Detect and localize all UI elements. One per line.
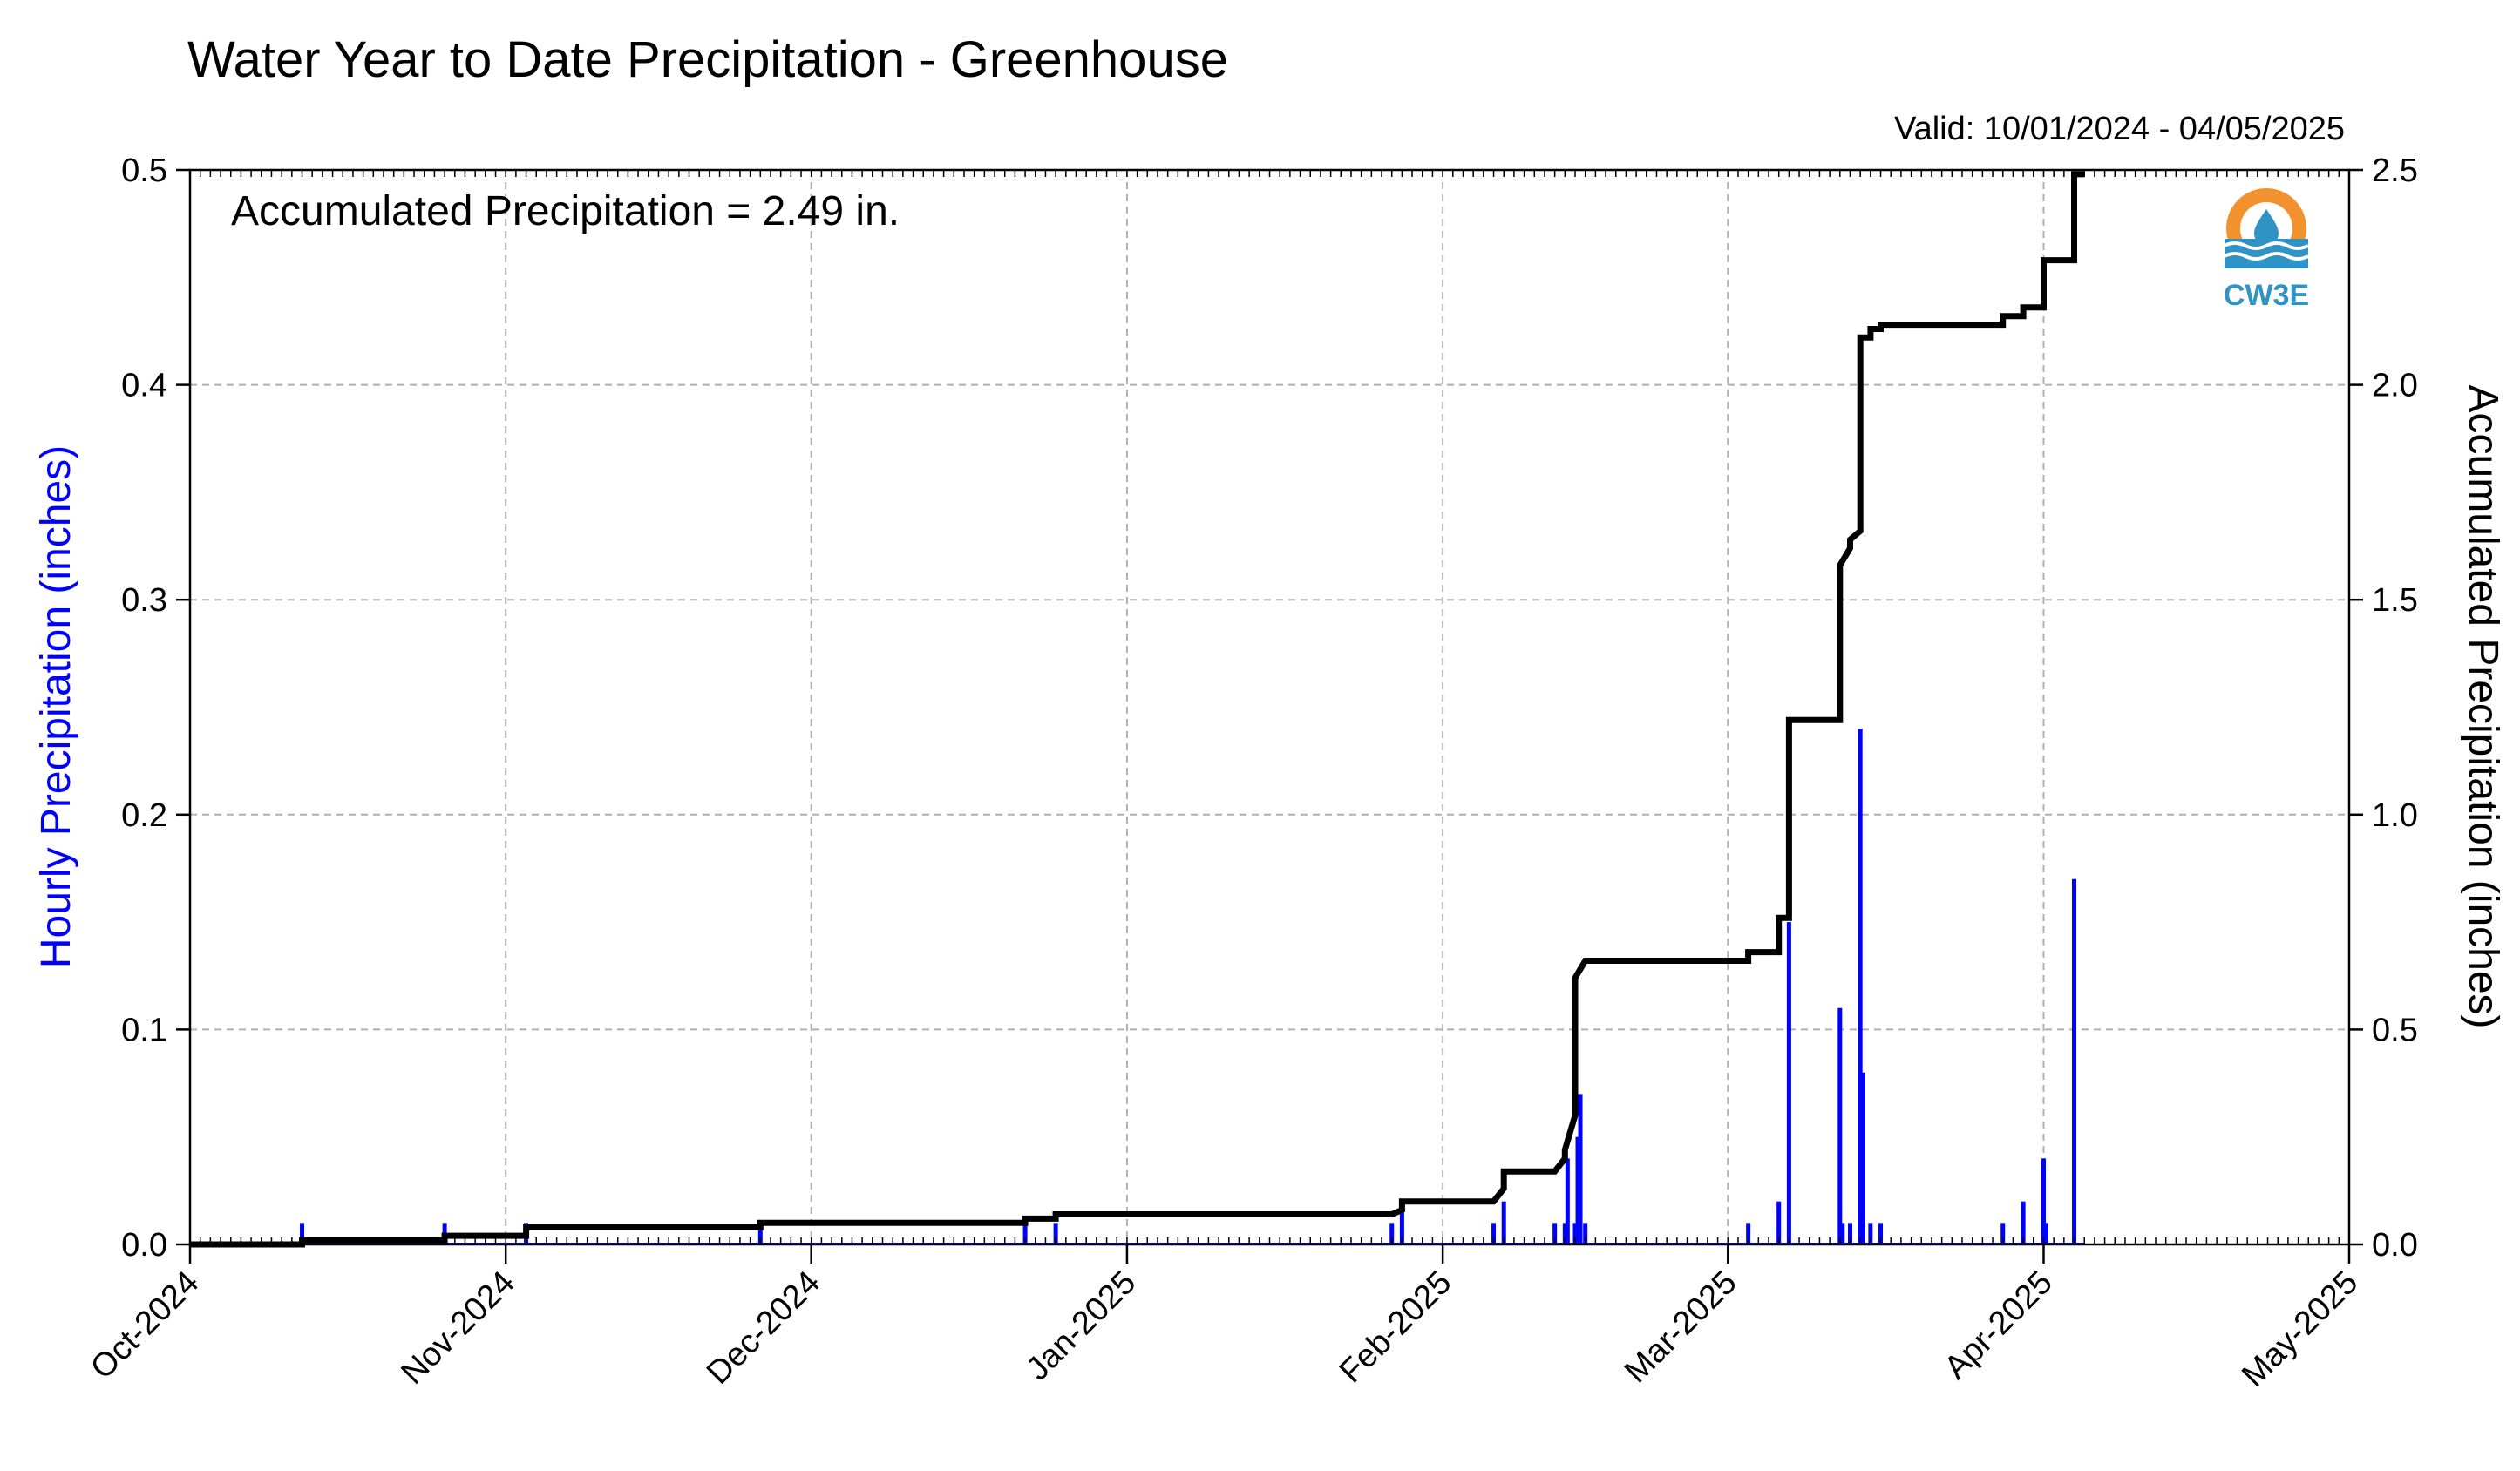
y-left-tick-label: 0.3 [121,582,167,619]
axis-ticks [176,168,2363,1264]
x-tick-label: Jan-2025 [1020,1264,1144,1388]
hourly-bar [1399,1201,1404,1244]
logo-wave-line-icon [2224,241,2309,250]
hourly-bar [1578,1094,1583,1244]
hourly-bar [300,1223,305,1244]
hourly-bar [1562,1223,1567,1244]
y-axis-left-label: Hourly Precipitation (inches) [33,445,79,968]
hourly-bar [1746,1223,1751,1244]
hourly-bar [1776,1201,1782,1244]
y-left-tick-label: 0.0 [121,1227,167,1264]
x-tick-label: Oct-2024 [84,1264,206,1386]
x-tick-label: Feb-2025 [1333,1264,1459,1391]
hourly-bar [1583,1223,1588,1244]
hourly-bar [757,1223,763,1244]
x-tick-label: Dec-2024 [700,1264,827,1392]
hourly-bar [1868,1223,1873,1244]
x-tick-label: Mar-2025 [1618,1264,1744,1391]
accumulated-annotation: Accumulated Precipitation = 2.49 in. [231,188,900,234]
hourly-bar [1565,1158,1570,1244]
y-right-tick-label: 1.0 [2372,797,2418,834]
y-right-tick-label: 0.0 [2372,1227,2418,1264]
hourly-bar [1786,922,1791,1244]
plot-frame [188,168,2351,1246]
y-right-tick-label: 1.5 [2372,582,2418,619]
hourly-bar [1837,1007,1843,1244]
hourly-bar [2000,1223,2006,1244]
y-left-tick-label: 0.2 [121,797,167,834]
hourly-bars [190,729,2085,1244]
hourly-bar [1840,1223,1845,1244]
y-axis-right-label: Accumulated Precipitation (inches) [2460,384,2506,1028]
valid-date-range: Valid: 10/01/2024 - 04/05/2025 [1894,111,2345,147]
cw3e-logo: CW3E [2224,188,2309,312]
hourly-bar [1022,1223,1028,1244]
hourly-bar [1501,1201,1506,1244]
hourly-bar [1572,1223,1578,1244]
hourly-bar [2021,1201,2026,1244]
hourly-bar [1847,1223,1852,1244]
accumulated-line [190,171,2085,1248]
hourly-bar [1491,1223,1497,1244]
hourly-bar [1575,1136,1580,1244]
hourly-bar [1389,1223,1395,1244]
chart-title: Water Year to Date Precipitation - Green… [187,31,1228,88]
grid-lines [190,170,2349,1244]
water-drop-icon [2254,209,2279,246]
y-left-tick-label: 0.4 [121,368,167,404]
x-tick-label: Nov-2024 [394,1264,521,1392]
hourly-bar [1858,729,1863,1244]
y-left-tick-label: 0.5 [121,153,167,189]
hourly-bar [2072,878,2077,1244]
y-right-tick-label: 2.5 [2372,153,2418,189]
x-tick-label: Apr-2025 [1938,1264,2060,1386]
hourly-bar [1053,1223,1058,1244]
y-right-tick-label: 2.0 [2372,368,2418,404]
logo-text: CW3E [2224,279,2309,312]
logo-wave-line2-icon [2224,252,2309,261]
hourly-bar [1552,1223,1558,1244]
hourly-bar [1860,1072,1865,1244]
hourly-bar [2043,1223,2048,1244]
y-left-tick-label: 0.1 [121,1012,167,1048]
hourly-bar [2041,1158,2046,1244]
x-tick-label: May-2025 [2235,1264,2365,1394]
tick-labels: Oct-2024 Nov-2024 Dec-2024 Jan-2025 Feb-2025… [84,153,2418,1394]
hourly-bar [1878,1223,1884,1244]
y-right-tick-label: 0.5 [2372,1012,2418,1048]
accumulated-line-group [190,171,2085,1248]
